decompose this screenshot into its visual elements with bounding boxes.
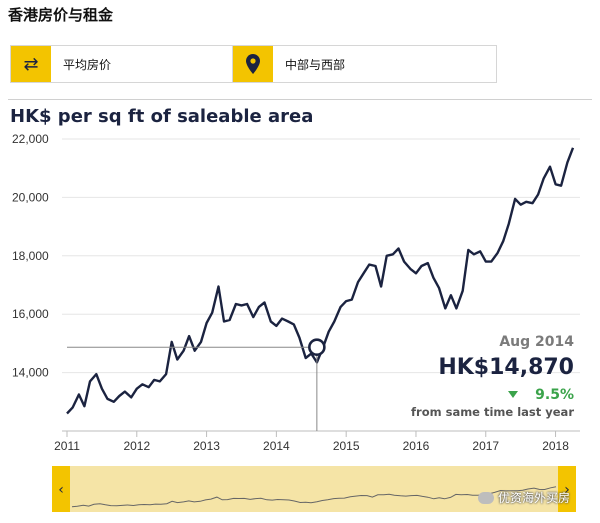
chevron-left-icon: ‹ bbox=[58, 482, 64, 498]
x-tick-label: 2012 bbox=[123, 439, 150, 453]
swap-arrows-icon: ⇄ bbox=[11, 46, 51, 82]
district-selector[interactable]: 中部与西部 bbox=[232, 45, 497, 83]
highlight-marker[interactable] bbox=[308, 338, 326, 356]
highlight-change: 9.5% bbox=[535, 387, 574, 403]
x-tick-label: 2014 bbox=[263, 439, 290, 453]
change-down-triangle-icon bbox=[508, 391, 518, 398]
chevron-right-icon: › bbox=[564, 482, 570, 498]
x-tick-label: 2011 bbox=[54, 439, 80, 453]
x-tick-label: 2015 bbox=[333, 439, 360, 453]
y-tick-label: 16,000 bbox=[12, 307, 49, 321]
x-tick-label: 2017 bbox=[472, 439, 499, 453]
price-type-label: 平均房价 bbox=[63, 57, 112, 72]
navigator-mini-line bbox=[71, 486, 557, 508]
wechat-icon bbox=[478, 491, 494, 504]
x-tick-label: 2016 bbox=[403, 439, 430, 453]
navigator-right-handle[interactable] bbox=[558, 466, 576, 512]
x-tick-label: 2018 bbox=[542, 439, 569, 453]
x-axis: 2011 2012 2013 2014 2015 2016 2017 2018 bbox=[54, 430, 580, 453]
page-title: 香港房价与租金 bbox=[8, 6, 114, 24]
x-tick-label: 2013 bbox=[193, 439, 220, 453]
divider bbox=[8, 99, 592, 100]
y-tick-label: 14,000 bbox=[12, 366, 49, 380]
range-navigator[interactable]: ‹ › bbox=[52, 466, 576, 512]
crosshair bbox=[67, 346, 318, 431]
y-tick-label: 22,000 bbox=[12, 132, 49, 146]
watermark-text: 优资海外买房 bbox=[498, 491, 571, 505]
grid bbox=[62, 138, 580, 374]
y-tick-label: 18,000 bbox=[12, 249, 49, 263]
highlight-change-desc: from same time last year bbox=[411, 405, 574, 419]
map-pin-icon bbox=[233, 46, 273, 82]
chart-title: HK$ per sq ft of saleable area bbox=[10, 106, 314, 127]
navigator-left-handle[interactable] bbox=[52, 466, 70, 512]
highlight-date: Aug 2014 bbox=[499, 334, 574, 350]
highlight-value: HK$14,870 bbox=[438, 355, 574, 380]
y-tick-label: 20,000 bbox=[12, 190, 49, 204]
y-axis: 14,000 16,000 18,000 20,000 22,000 bbox=[12, 132, 49, 380]
watermark: 优资海外买房 bbox=[478, 489, 570, 506]
district-label: 中部与西部 bbox=[285, 57, 346, 72]
